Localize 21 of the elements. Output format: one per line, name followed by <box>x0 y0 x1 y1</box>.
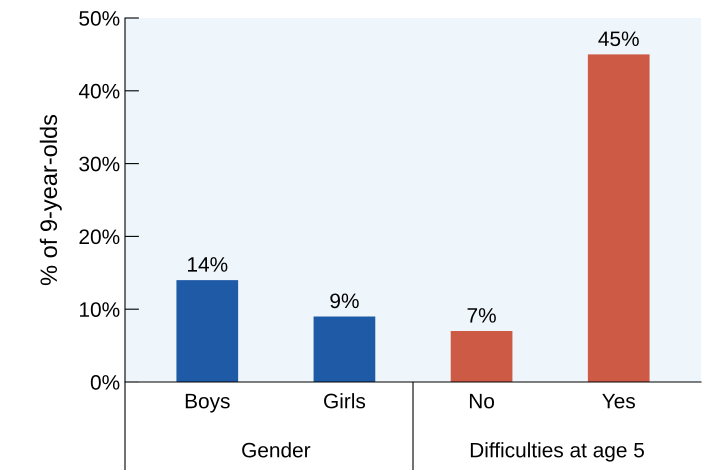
bar <box>176 280 238 382</box>
x-tick-label: Girls <box>324 393 366 408</box>
data-label: 9% <box>330 293 359 308</box>
x-tick-label: No <box>470 394 494 408</box>
data-label: 14% <box>188 257 228 272</box>
text: Gender <box>242 442 310 458</box>
y-tick-label: 0% <box>90 375 120 390</box>
x-tick-label: Boys <box>186 394 230 413</box>
text: Difficulties at age 5 <box>470 442 644 462</box>
y-tick-label: 20% <box>79 229 120 244</box>
y-tick-label: 50% <box>79 11 120 26</box>
y-tick-label: 10% <box>80 302 120 317</box>
bar <box>314 316 376 382</box>
bar <box>588 54 650 382</box>
x-tick-label: Yes <box>602 394 635 408</box>
data-label: 7% <box>468 308 496 323</box>
y-axis-title: % of 9-year-olds <box>40 114 62 286</box>
y-tick-label: 40% <box>78 84 120 99</box>
data-label: 45% <box>598 31 639 46</box>
bar <box>450 331 512 382</box>
y-tick-label: 30% <box>79 156 120 172</box>
